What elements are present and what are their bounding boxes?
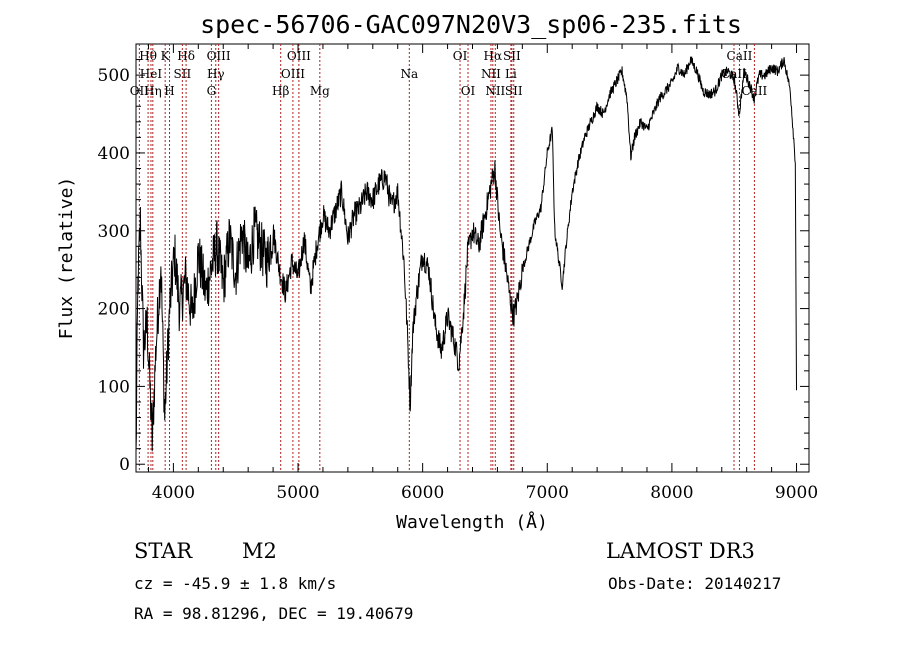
observation-date: Obs-Date: 20140217 <box>608 574 782 593</box>
line-label-19: SII <box>503 49 521 63</box>
y-tick-label-5: 500 <box>98 66 130 86</box>
line-label-21: Li <box>505 67 517 81</box>
spectral-line-markers <box>138 44 755 472</box>
line-label-8: OIII <box>207 49 231 63</box>
line-label-14: Mg <box>310 84 330 98</box>
x-tick-label-3: 7000 <box>526 483 569 503</box>
line-label-2: HeI <box>140 67 163 81</box>
line-label-3: Hη <box>144 84 162 98</box>
line-label-4: K <box>161 49 171 63</box>
y-axis-ticks: 0 100 200 300 400 500 <box>98 59 809 475</box>
line-label-22: NII <box>485 84 505 98</box>
line-label-5: SII <box>174 67 192 81</box>
line-label-20: NII <box>481 67 501 81</box>
x-tick-label-1: 5000 <box>276 483 319 503</box>
line-label-24: CaII <box>727 49 753 63</box>
y-tick-label-0: 0 <box>119 455 130 475</box>
line-label-10: G <box>207 84 217 98</box>
line-label-13: OIII <box>281 67 305 81</box>
line-label-25: CaII <box>721 67 747 81</box>
y-tick-label-1: 100 <box>98 377 130 397</box>
x-axis-label: Wavelength (Å) <box>396 511 548 533</box>
y-tick-label-2: 200 <box>98 300 130 320</box>
redshift-value: cz = -45.9 ± 1.8 km/s <box>134 574 337 593</box>
line-label-23: SII <box>505 84 523 98</box>
line-label-6: H <box>164 84 174 98</box>
line-label-15: Na <box>400 67 418 81</box>
x-tick-label-0: 4000 <box>152 483 195 503</box>
line-label-12: OIII <box>287 49 311 63</box>
y-axis-label: Flux (relative) <box>56 177 77 340</box>
spectrum-plot: spec-56706-GAC097N20V3_sp06-235.fits Hθ O… <box>56 10 818 533</box>
line-label-9: Hγ <box>207 67 225 81</box>
x-axis-ticks: 4000 5000 6000 7000 8000 9000 <box>147 44 818 503</box>
line-label-0: Hθ <box>139 49 157 63</box>
line-label-17: OI <box>461 84 476 98</box>
x-tick-label-4: 8000 <box>650 483 693 503</box>
object-class: STAR <box>134 539 193 563</box>
spectrum-line <box>135 56 797 452</box>
x-tick-label-2: 6000 <box>401 483 444 503</box>
chart-title: spec-56706-GAC097N20V3_sp06-235.fits <box>200 10 742 39</box>
survey-name: LAMOST DR3 <box>606 539 755 563</box>
line-label-7: Hδ <box>177 49 195 63</box>
x-tick-label-5: 9000 <box>775 483 818 503</box>
subclass: M2 <box>242 539 277 563</box>
line-label-16: OI <box>453 49 468 63</box>
line-label-11: Hβ <box>272 84 289 98</box>
y-tick-label-3: 300 <box>98 222 130 242</box>
coordinates: RA = 98.81296, DEC = 19.40679 <box>134 604 414 623</box>
y-tick-label-4: 400 <box>98 144 130 164</box>
line-label-18: Hα <box>484 49 503 63</box>
